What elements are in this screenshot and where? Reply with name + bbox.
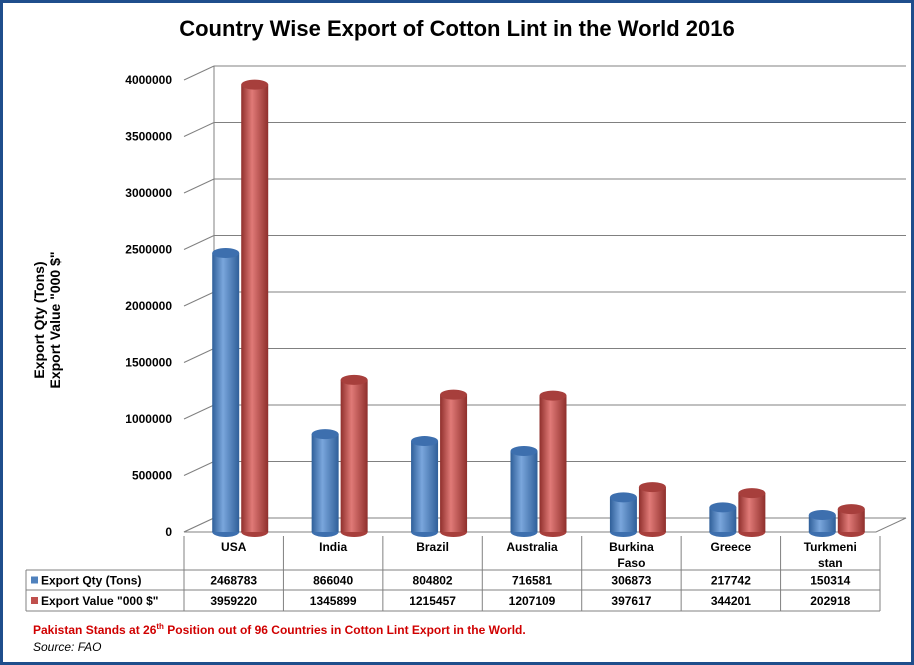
data-table-cell: 1345899 (310, 594, 357, 608)
gridline-depth (183, 178, 215, 194)
bar-value-top (539, 390, 567, 401)
gridline-depth (183, 65, 215, 81)
bar-qty-top (808, 510, 836, 521)
bar-qty (311, 429, 339, 537)
y-axis-label-line2: Export Value "000 $" (47, 251, 63, 388)
x-tick-label: India (319, 540, 347, 554)
footnote-text: Pakistan Stands at 26 (33, 623, 157, 637)
data-table-cell: 306873 (611, 574, 651, 588)
y-tick-label: 3000000 (125, 186, 172, 200)
data-table-cell: 716581 (512, 574, 552, 588)
bar-value (539, 390, 567, 537)
y-tick-label: 2500000 (125, 243, 172, 257)
bar-value (638, 482, 666, 537)
bar-qty (709, 502, 737, 537)
gridline-depth (183, 235, 215, 250)
data-table-cell: 3959220 (210, 594, 257, 608)
x-tick-label: stan (818, 556, 843, 570)
bar-qty (609, 492, 637, 537)
bar-qty (411, 436, 439, 537)
bar-qty-top (709, 502, 737, 513)
bar-value (738, 488, 766, 537)
bar-value-body (837, 509, 865, 532)
legend-key (31, 597, 38, 604)
bar-qty (510, 446, 538, 537)
gridline-depth (183, 461, 215, 476)
bar-value-body (241, 84, 269, 532)
x-tick-label: Faso (617, 556, 645, 570)
bar-value-body (738, 493, 766, 532)
data-table-cell: 202918 (810, 594, 850, 608)
y-tick-label: 500000 (132, 469, 172, 483)
data-table-cell: 866040 (313, 574, 353, 588)
data-table-cell: 344201 (711, 594, 751, 608)
data-table-cell: 150314 (810, 574, 850, 588)
bar-value-body (440, 394, 468, 532)
data-table-cell: 1207109 (509, 594, 556, 608)
y-tick-label: 3500000 (125, 130, 172, 144)
footnote-text-rest: Position out of 96 Countries in Cotton L… (163, 623, 526, 637)
gridline-depth (183, 348, 215, 363)
y-tick-label: 2000000 (125, 299, 172, 313)
bar-qty-top (411, 436, 439, 447)
y-tick-label: 0 (165, 525, 172, 539)
bar-value-top (837, 504, 865, 515)
x-tick-label: Australia (506, 540, 558, 554)
bar-value-top (738, 488, 766, 499)
footnote-sup: th (156, 622, 164, 631)
bar-value (440, 389, 468, 537)
y-axis-label: Export Qty (Tons) Export Value "000 $" (31, 251, 63, 388)
source-text: Source: FAO (33, 640, 102, 654)
gridline-depth (183, 291, 215, 307)
bar-value-body (340, 379, 368, 532)
x-tick-label: Turkmeni (804, 540, 857, 554)
data-table-cell: 2468783 (210, 574, 257, 588)
bar-qty-top (212, 248, 240, 259)
footnote: Pakistan Stands at 26th Position out of … (33, 622, 526, 637)
bar-qty (808, 510, 836, 537)
bar-value-body (638, 487, 666, 532)
y-axis-label-line1: Export Qty (Tons) (31, 261, 47, 378)
bar-value (241, 79, 269, 537)
legend-label: Export Value "000 $" (41, 594, 158, 608)
bar-value-top (340, 374, 368, 385)
x-tick-label: USA (221, 540, 247, 554)
bar-value-top (638, 482, 666, 493)
bar-qty-top (311, 429, 339, 440)
x-tick-label: Burkina (609, 540, 654, 554)
bar-value-top (241, 79, 269, 90)
data-table-cell: 397617 (611, 594, 651, 608)
bar-qty (212, 248, 240, 537)
chart-title: Country Wise Export of Cotton Lint in th… (179, 16, 735, 41)
bar-qty-body (411, 441, 439, 532)
y-tick-label: 1500000 (125, 356, 172, 370)
bar-qty-top (510, 446, 538, 457)
data-table-cell: 217742 (711, 574, 751, 588)
gridline-depth (183, 122, 215, 137)
bar-value (837, 504, 865, 537)
y-tick-label: 4000000 (125, 73, 172, 87)
bar-qty-top (609, 492, 637, 503)
bar-qty-body (311, 434, 339, 532)
bar-value (340, 374, 368, 537)
bar-qty-body (510, 451, 538, 532)
bar-qty-body (212, 253, 240, 532)
bar-value-top (440, 389, 468, 400)
bar-value-body (539, 395, 567, 532)
data-table: USA India Brazil Australia Burkina Faso Greece… (25, 536, 881, 612)
legend-key (31, 576, 38, 584)
y-tick-label: 1000000 (125, 412, 172, 426)
x-tick-label: Brazil (416, 540, 449, 554)
bar-qty-body (609, 497, 637, 532)
data-table-cell: 1215457 (409, 594, 456, 608)
data-table-cell: 804802 (413, 574, 453, 588)
legend-label: Export Qty (Tons) (41, 574, 141, 588)
gridline-depth (183, 404, 215, 420)
x-tick-label: Greece (711, 540, 752, 554)
